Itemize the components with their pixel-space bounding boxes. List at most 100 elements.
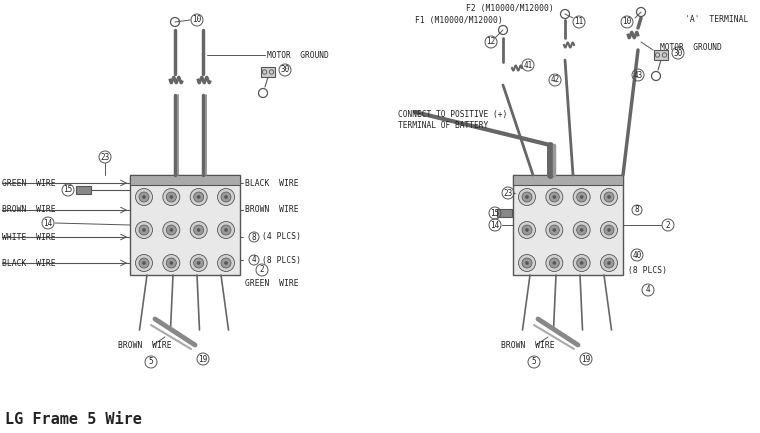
Text: 43: 43 [633,71,643,80]
Circle shape [217,255,235,271]
Text: 8: 8 [635,206,639,214]
Circle shape [139,225,149,235]
Circle shape [221,192,231,202]
Circle shape [221,258,231,268]
Text: (8 PLCS): (8 PLCS) [628,265,667,275]
Circle shape [135,255,153,271]
Text: 'A'  TERMINAL: 'A' TERMINAL [685,16,749,25]
Circle shape [194,192,204,202]
Text: 19: 19 [581,355,591,363]
Text: 30: 30 [280,65,290,74]
Circle shape [197,261,201,265]
Text: 23: 23 [503,188,513,197]
Text: 4: 4 [646,285,651,294]
Circle shape [553,228,556,232]
Circle shape [573,255,591,271]
Text: F1 (M10000/M12000): F1 (M10000/M12000) [415,16,503,25]
Text: 12: 12 [486,38,496,46]
Circle shape [221,225,231,235]
Bar [130,175,240,275]
Text: BLACK  WIRE: BLACK WIRE [2,259,55,268]
Circle shape [194,258,204,268]
Text: 30: 30 [673,48,682,58]
Text: WHITE  WIRE: WHITE WIRE [2,233,55,242]
Circle shape [217,188,235,206]
Circle shape [518,255,536,271]
Circle shape [549,225,559,235]
Text: 4: 4 [252,255,256,265]
Text: 42: 42 [550,75,559,84]
Circle shape [190,222,207,239]
Circle shape [163,255,180,271]
Circle shape [518,188,536,206]
Text: 5: 5 [149,358,154,366]
Text: BROWN  WIRE: BROWN WIRE [501,340,555,349]
Bar [497,209,512,217]
Text: GREEN  WIRE: GREEN WIRE [2,178,55,187]
Circle shape [163,188,180,206]
Bar [130,175,240,185]
Circle shape [135,188,153,206]
Circle shape [580,261,584,265]
Circle shape [169,195,173,199]
Circle shape [197,228,201,232]
Text: 8: 8 [252,233,256,242]
Circle shape [522,225,532,235]
Text: 41: 41 [524,61,533,70]
Circle shape [546,188,563,206]
Circle shape [525,195,529,199]
Text: 2: 2 [666,220,670,229]
Text: 5: 5 [532,358,537,366]
Circle shape [525,261,529,265]
Text: 14: 14 [490,220,499,229]
Circle shape [518,222,536,239]
Circle shape [553,261,556,265]
Text: TERMINAL OF BATTERY: TERMINAL OF BATTERY [398,120,488,129]
Text: 19: 19 [198,355,207,363]
Circle shape [142,228,146,232]
Bar [76,186,91,194]
Text: LG Frame 5 Wire: LG Frame 5 Wire [5,413,142,427]
Bar [261,67,275,77]
Text: BROWN  WIRE: BROWN WIRE [2,206,55,214]
Circle shape [169,228,173,232]
Text: BROWN  WIRE: BROWN WIRE [118,340,172,349]
Circle shape [142,261,146,265]
Text: GREEN  WIRE: GREEN WIRE [245,278,299,288]
Circle shape [522,192,532,202]
Text: 15: 15 [490,209,499,217]
Circle shape [600,255,617,271]
Circle shape [546,222,563,239]
Text: (8 PLCS): (8 PLCS) [262,255,301,265]
Text: (4 PLCS): (4 PLCS) [262,233,301,242]
Text: MOTOR  GROUND: MOTOR GROUND [267,51,329,59]
Bar [513,175,623,185]
Circle shape [190,255,207,271]
Circle shape [580,195,584,199]
Text: 2: 2 [260,265,264,275]
Circle shape [197,195,201,199]
Text: 14: 14 [43,219,52,227]
Text: 11: 11 [575,17,584,26]
Bar [654,50,668,60]
Circle shape [163,222,180,239]
Text: 10: 10 [192,16,201,25]
Circle shape [135,222,153,239]
Circle shape [549,192,559,202]
Circle shape [600,188,617,206]
Circle shape [553,195,556,199]
Text: CONNECT TO POSITIVE (+): CONNECT TO POSITIVE (+) [398,110,507,120]
Circle shape [169,261,173,265]
Circle shape [577,192,587,202]
Circle shape [604,225,614,235]
Circle shape [166,225,176,235]
Circle shape [577,225,587,235]
Text: 40: 40 [632,251,641,259]
Text: 10: 10 [622,17,632,26]
Circle shape [190,188,207,206]
Circle shape [600,222,617,239]
Circle shape [577,258,587,268]
Circle shape [522,258,532,268]
Circle shape [224,228,228,232]
Circle shape [194,225,204,235]
